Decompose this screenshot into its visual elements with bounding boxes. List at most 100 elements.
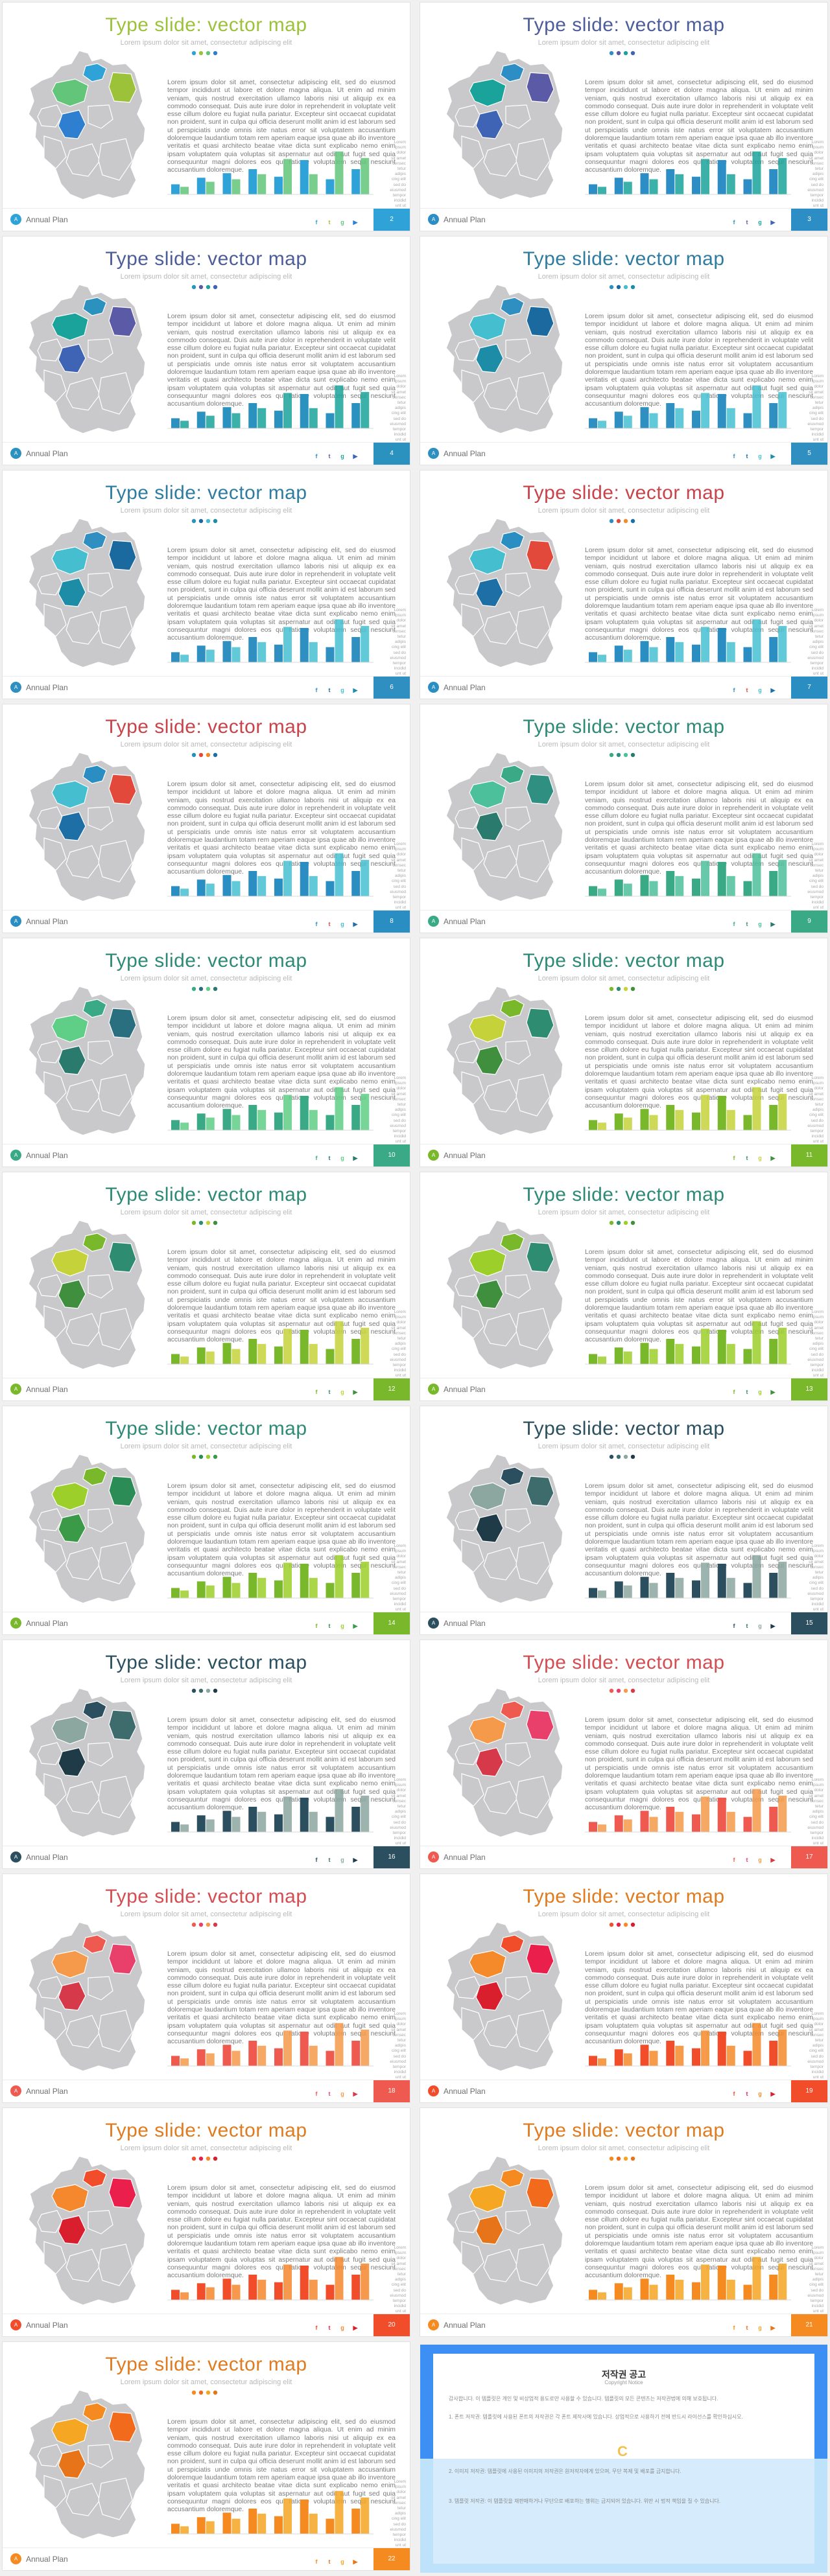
youtube-icon[interactable]: ▶ bbox=[770, 1389, 776, 1395]
twitter-icon[interactable]: t bbox=[746, 219, 748, 226]
google-plus-icon[interactable]: g bbox=[340, 1155, 344, 1161]
facebook-icon[interactable]: f bbox=[733, 219, 735, 226]
google-plus-icon[interactable]: g bbox=[340, 219, 344, 226]
twitter-icon[interactable]: t bbox=[746, 453, 748, 459]
google-plus-icon[interactable]: g bbox=[340, 2091, 344, 2097]
legend-item: Lorem bbox=[811, 1778, 824, 1782]
facebook-icon[interactable]: f bbox=[733, 1389, 735, 1395]
facebook-icon[interactable]: f bbox=[315, 453, 318, 459]
facebook-icon[interactable]: f bbox=[315, 219, 318, 226]
youtube-icon[interactable]: ▶ bbox=[770, 2091, 776, 2097]
bar-series-1 bbox=[769, 871, 778, 896]
facebook-icon[interactable]: f bbox=[315, 2325, 318, 2331]
google-plus-icon[interactable]: g bbox=[758, 921, 762, 927]
twitter-icon[interactable]: t bbox=[328, 1389, 331, 1395]
google-plus-icon[interactable]: g bbox=[758, 2091, 762, 2097]
twitter-icon[interactable]: t bbox=[746, 2091, 748, 2097]
google-plus-icon[interactable]: g bbox=[758, 1857, 762, 1863]
facebook-icon[interactable]: f bbox=[733, 1155, 735, 1161]
youtube-icon[interactable]: ▶ bbox=[770, 219, 776, 226]
twitter-icon[interactable]: t bbox=[746, 687, 748, 693]
twitter-icon[interactable]: t bbox=[746, 1623, 748, 1629]
twitter-icon[interactable]: t bbox=[328, 921, 331, 927]
youtube-icon[interactable]: ▶ bbox=[353, 2325, 358, 2331]
facebook-icon[interactable]: f bbox=[733, 1623, 735, 1629]
twitter-icon[interactable]: t bbox=[746, 921, 748, 927]
facebook-icon[interactable]: f bbox=[315, 1155, 318, 1161]
google-plus-icon[interactable]: g bbox=[340, 1389, 344, 1395]
body-text: Lorem ipsum dolor sit amet, consectetur … bbox=[585, 1483, 813, 1578]
bar-series-1 bbox=[743, 1583, 752, 1598]
twitter-icon[interactable]: t bbox=[746, 2325, 748, 2331]
facebook-icon[interactable]: f bbox=[315, 2559, 318, 2565]
google-plus-icon[interactable]: g bbox=[340, 453, 344, 459]
map-highlight-region bbox=[526, 306, 554, 337]
youtube-icon[interactable]: ▶ bbox=[353, 687, 358, 693]
facebook-icon[interactable]: f bbox=[733, 2091, 735, 2097]
twitter-icon[interactable]: t bbox=[328, 1155, 331, 1161]
google-plus-icon[interactable]: g bbox=[340, 1623, 344, 1629]
twitter-icon[interactable]: t bbox=[328, 2091, 331, 2097]
title-dot bbox=[616, 1922, 621, 1927]
google-plus-icon[interactable]: g bbox=[758, 1623, 762, 1629]
bar-series-1 bbox=[326, 1349, 335, 1364]
youtube-icon[interactable]: ▶ bbox=[353, 1857, 358, 1863]
twitter-icon[interactable]: t bbox=[746, 1155, 748, 1161]
google-plus-icon[interactable]: g bbox=[340, 2325, 344, 2331]
facebook-icon[interactable]: f bbox=[315, 921, 318, 927]
youtube-icon[interactable]: ▶ bbox=[770, 1857, 776, 1863]
youtube-icon[interactable]: ▶ bbox=[770, 453, 776, 459]
youtube-icon[interactable]: ▶ bbox=[353, 453, 358, 459]
youtube-icon[interactable]: ▶ bbox=[353, 219, 358, 226]
map-region bbox=[43, 2475, 67, 2509]
title-dots bbox=[191, 1220, 218, 1225]
twitter-icon[interactable]: t bbox=[328, 2559, 331, 2565]
twitter-icon[interactable]: t bbox=[746, 1389, 748, 1395]
facebook-icon[interactable]: f bbox=[315, 2091, 318, 2097]
youtube-icon[interactable]: ▶ bbox=[353, 1623, 358, 1629]
facebook-icon[interactable]: f bbox=[315, 1389, 318, 1395]
twitter-icon[interactable]: t bbox=[328, 219, 331, 226]
youtube-icon[interactable]: ▶ bbox=[353, 2091, 358, 2097]
youtube-icon[interactable]: ▶ bbox=[353, 1389, 358, 1395]
google-plus-icon[interactable]: g bbox=[758, 687, 762, 693]
google-plus-icon[interactable]: g bbox=[340, 1857, 344, 1863]
facebook-icon[interactable]: f bbox=[315, 687, 318, 693]
twitter-icon[interactable]: t bbox=[328, 1623, 331, 1629]
google-plus-icon[interactable]: g bbox=[758, 1155, 762, 1161]
google-plus-icon[interactable]: g bbox=[758, 2325, 762, 2331]
twitter-icon[interactable]: t bbox=[328, 453, 331, 459]
facebook-icon[interactable]: f bbox=[733, 687, 735, 693]
twitter-icon[interactable]: t bbox=[328, 1857, 331, 1863]
youtube-icon[interactable]: ▶ bbox=[770, 921, 776, 927]
facebook-icon[interactable]: f bbox=[733, 2325, 735, 2331]
facebook-icon[interactable]: f bbox=[315, 1623, 318, 1629]
youtube-icon[interactable]: ▶ bbox=[770, 2325, 776, 2331]
bar-series-1 bbox=[769, 1573, 778, 1598]
facebook-icon[interactable]: f bbox=[733, 921, 735, 927]
google-plus-icon[interactable]: g bbox=[340, 687, 344, 693]
youtube-icon[interactable]: ▶ bbox=[353, 921, 358, 927]
youtube-icon[interactable]: ▶ bbox=[353, 1155, 358, 1161]
google-plus-icon[interactable]: g bbox=[758, 219, 762, 226]
legend-item: Lorem bbox=[394, 1544, 406, 1548]
twitter-icon[interactable]: t bbox=[328, 687, 331, 693]
google-plus-icon[interactable]: g bbox=[340, 921, 344, 927]
facebook-icon[interactable]: f bbox=[315, 1857, 318, 1863]
bar-series-2 bbox=[623, 2287, 632, 2300]
youtube-icon[interactable]: ▶ bbox=[770, 687, 776, 693]
youtube-icon[interactable]: ▶ bbox=[353, 2559, 358, 2565]
slide-footer: A Annual Plan f t g ▶ 3 bbox=[420, 208, 827, 231]
twitter-icon[interactable]: t bbox=[328, 2325, 331, 2331]
legend-item: dolor bbox=[814, 618, 824, 623]
title-dot bbox=[609, 518, 614, 524]
youtube-icon[interactable]: ▶ bbox=[770, 1623, 776, 1629]
facebook-icon[interactable]: f bbox=[733, 453, 735, 459]
facebook-icon[interactable]: f bbox=[733, 1857, 735, 1863]
bar-series-1 bbox=[326, 2284, 335, 2300]
google-plus-icon[interactable]: g bbox=[340, 2559, 344, 2565]
youtube-icon[interactable]: ▶ bbox=[770, 1155, 776, 1161]
google-plus-icon[interactable]: g bbox=[758, 1389, 762, 1395]
twitter-icon[interactable]: t bbox=[746, 1857, 748, 1863]
google-plus-icon[interactable]: g bbox=[758, 453, 762, 459]
